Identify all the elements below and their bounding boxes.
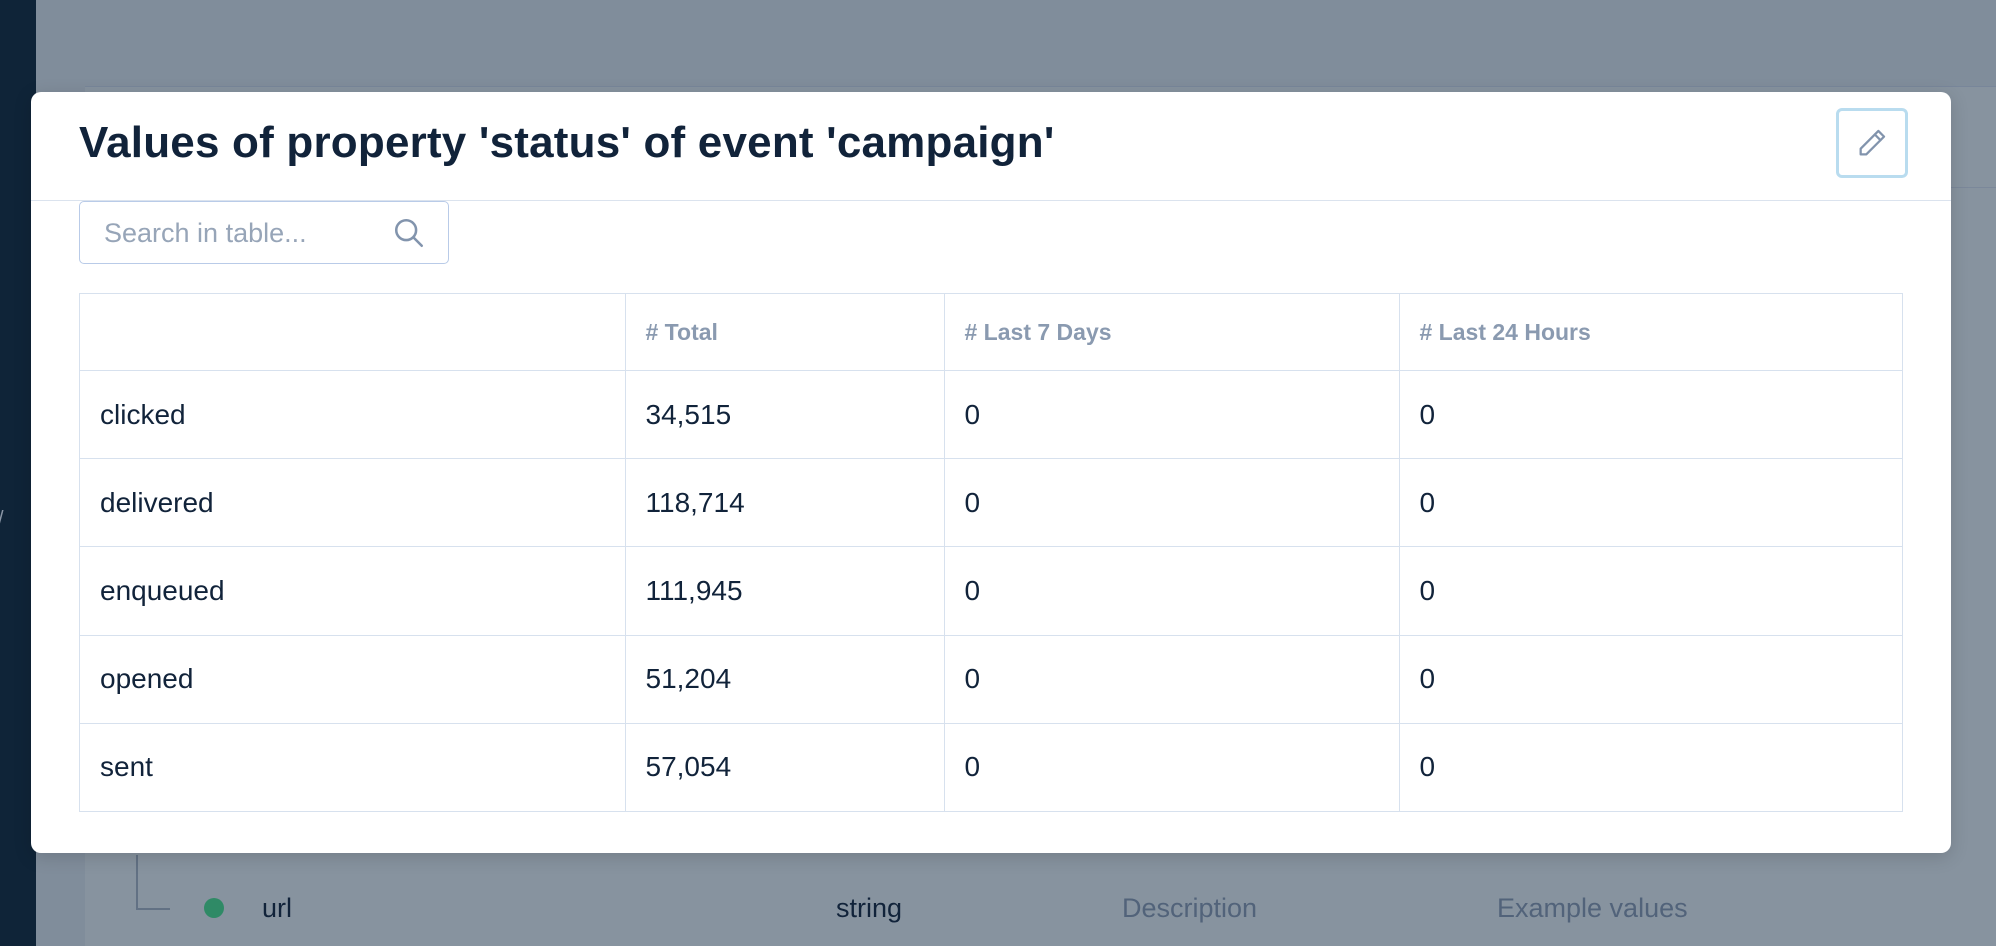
column-header-last-24-hours[interactable]: # Last 24 Hours (1398, 294, 1902, 371)
value-cell: enqueued (80, 546, 626, 636)
search-field[interactable] (79, 201, 449, 264)
modal-header: Values of property 'status' of event 'ca… (31, 92, 1951, 201)
table-row: sent 57,054 0 0 (80, 722, 1902, 811)
value-cell: sent (80, 722, 626, 811)
property-type: string (836, 893, 903, 923)
description-field: Description (1122, 893, 1258, 923)
last-7-days-cell: 0 (943, 369, 1400, 460)
property-name: url (262, 893, 293, 923)
total-cell: 118,714 (624, 458, 945, 548)
last-7-days-cell: 0 (943, 722, 1400, 811)
last-7-days-cell: 0 (943, 546, 1400, 636)
pencil-icon (1859, 129, 1886, 156)
tree-branch (136, 908, 170, 910)
sidebar-glyph: / (0, 508, 4, 531)
search-icon[interactable] (392, 216, 426, 250)
value-cell: clicked (80, 369, 626, 460)
last-24-hours-cell: 0 (1398, 722, 1902, 811)
table-header-row: # Total # Last 7 Days # Last 24 Hours (80, 294, 1902, 371)
total-cell: 57,054 (624, 722, 945, 811)
table-row: enqueued 111,945 0 0 (80, 546, 1902, 636)
column-header-total[interactable]: # Total (624, 294, 945, 371)
status-dot (204, 898, 224, 918)
column-header-value[interactable] (80, 294, 626, 371)
property-values-modal: Values of property 'status' of event 'ca… (31, 92, 1951, 853)
total-cell: 111,945 (624, 546, 945, 636)
example-values-field: Example values (1497, 893, 1688, 923)
last-7-days-cell: 0 (943, 458, 1400, 548)
edit-button[interactable] (1836, 108, 1908, 178)
search-input[interactable] (102, 212, 376, 254)
total-cell: 34,515 (624, 369, 945, 460)
last-24-hours-cell: 0 (1398, 369, 1902, 460)
column-header-last-7-days[interactable]: # Last 7 Days (943, 294, 1400, 371)
modal-title: Values of property 'status' of event 'ca… (79, 118, 1055, 167)
table-row: delivered 118,714 0 0 (80, 458, 1902, 548)
values-table: # Total # Last 7 Days # Last 24 Hours cl… (79, 293, 1903, 812)
app-sidebar: / (0, 0, 36, 946)
value-cell: delivered (80, 458, 626, 548)
table-row: opened 51,204 0 0 (80, 634, 1902, 724)
last-24-hours-cell: 0 (1398, 458, 1902, 548)
tree-connector (136, 855, 138, 910)
total-cell: 51,204 (624, 634, 945, 724)
last-24-hours-cell: 0 (1398, 634, 1902, 724)
table-row: clicked 34,515 0 0 (80, 369, 1902, 460)
last-7-days-cell: 0 (943, 634, 1400, 724)
value-cell: opened (80, 634, 626, 724)
last-24-hours-cell: 0 (1398, 546, 1902, 636)
